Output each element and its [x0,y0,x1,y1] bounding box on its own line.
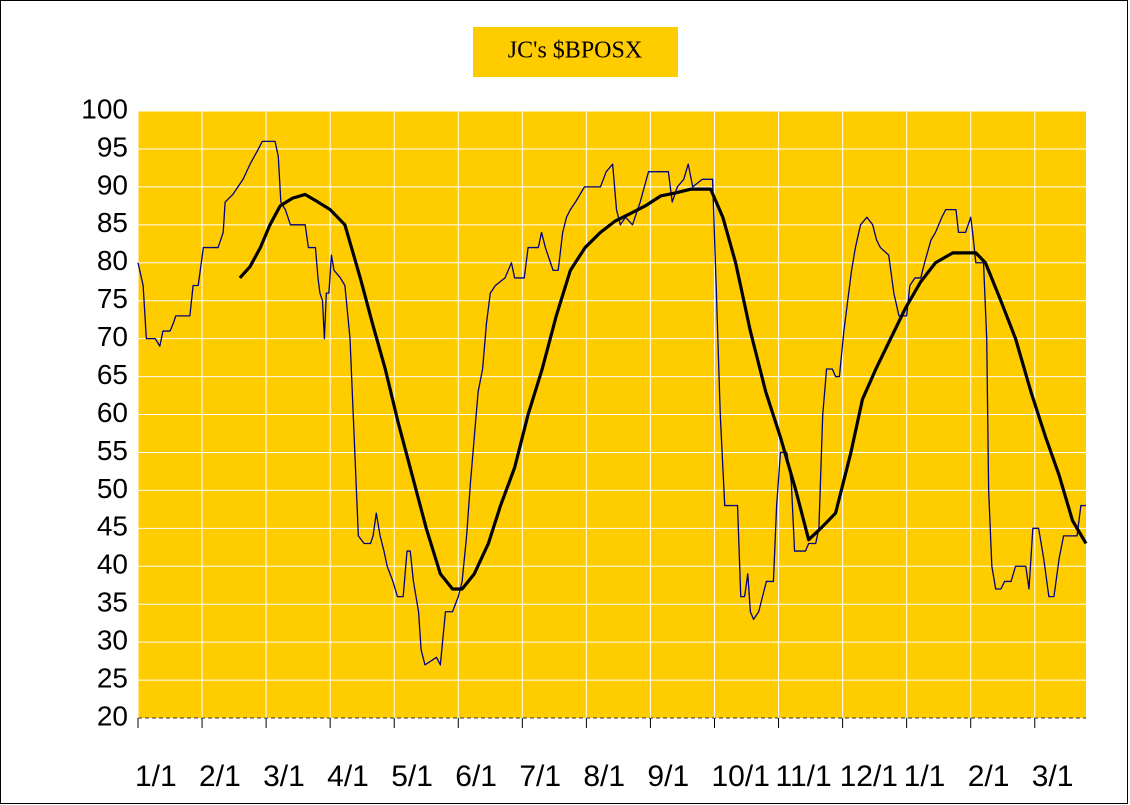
x-tick-label: 11/1 [776,760,832,793]
y-tick-label: 95 [97,131,128,162]
x-tick-label: 1/1 [135,760,177,793]
x-tick-label: 1/1 [904,760,946,793]
y-tick-label: 85 [97,207,128,238]
x-tick-label: 2/1 [968,760,1010,793]
y-tick-label: 55 [97,435,128,466]
chart-title: JC's $BPOSX [508,38,642,64]
y-tick-label: 90 [97,169,128,200]
series-line [137,140,1086,666]
y-tick-label: 75 [97,283,128,314]
y-tick-label: 30 [97,625,128,656]
y-tick-label: 65 [97,359,128,390]
x-tick-label: 3/1 [263,760,305,793]
x-tick-label: 8/1 [583,760,625,793]
series-line [238,187,1088,591]
x-tick-label: 3/1 [1032,760,1074,793]
x-tick-label: 9/1 [647,760,689,793]
x-tick-label: 12/1 [840,760,898,793]
y-tick-label: 40 [97,549,128,580]
y-tick-label: 70 [97,321,128,352]
x-tick-label: 2/1 [199,760,241,793]
y-tick-label: 45 [97,511,128,542]
x-tick-label: 10/1 [711,760,769,793]
x-tick-label: 5/1 [391,760,433,793]
y-tick-label: 50 [97,473,128,504]
y-tick-label: 80 [97,245,128,276]
y-tick-label: 60 [97,397,128,428]
title-box [473,27,678,77]
y-tick-label: 25 [97,662,128,693]
x-tick-label: 6/1 [455,760,497,793]
x-tick-label: 7/1 [519,760,561,793]
x-tick-label: 4/1 [327,760,369,793]
y-tick-label: 35 [97,587,128,618]
y-tick-label: 20 [97,700,128,731]
y-tick-label: 100 [81,93,128,124]
